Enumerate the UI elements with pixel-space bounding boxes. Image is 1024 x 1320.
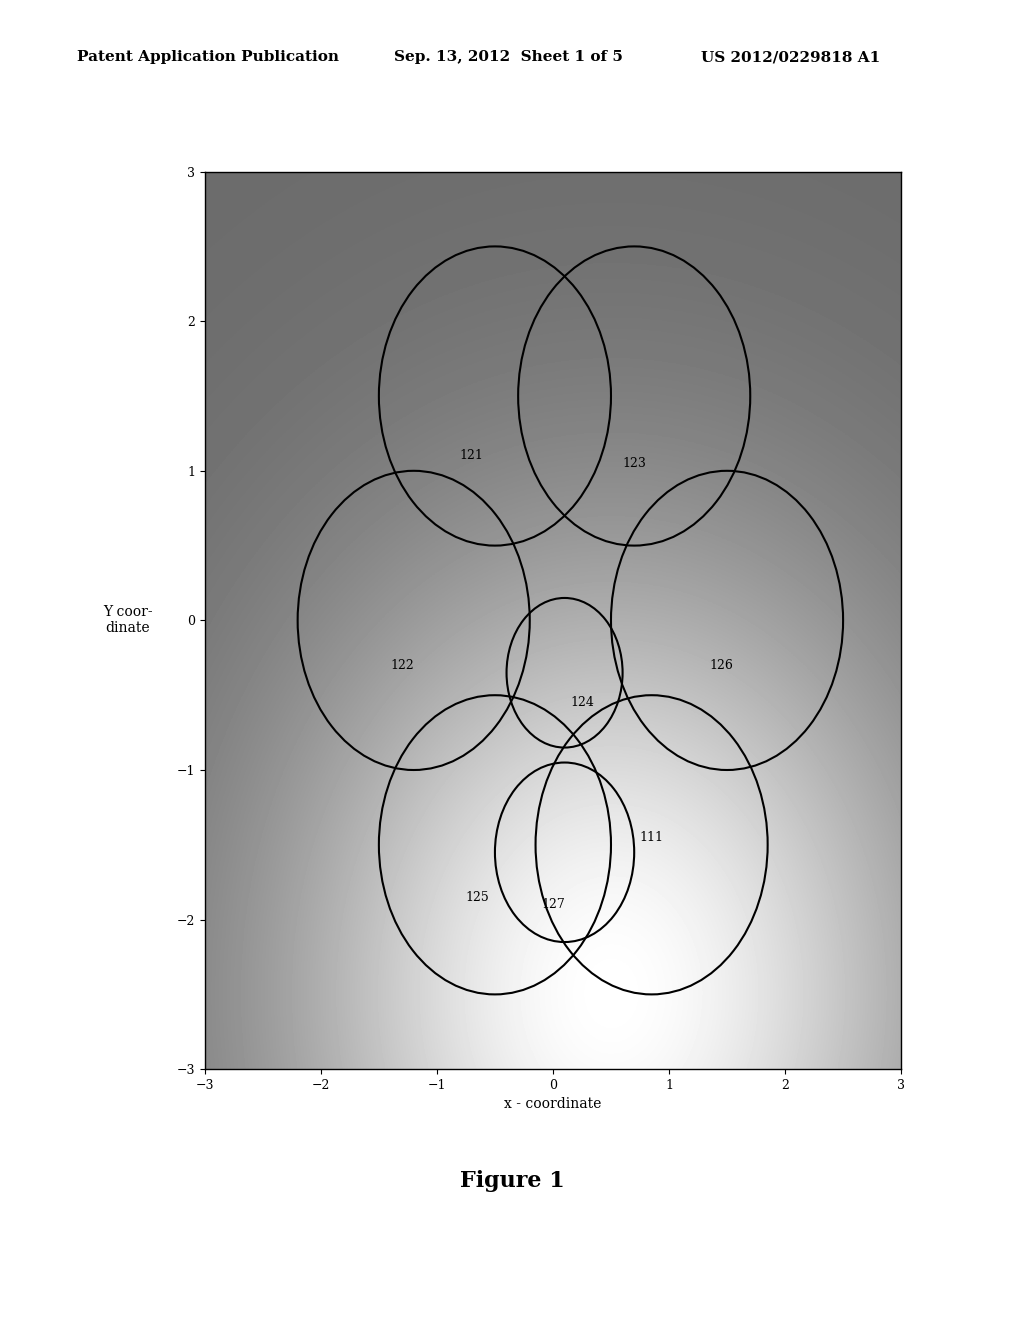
Text: US 2012/0229818 A1: US 2012/0229818 A1 (701, 50, 881, 65)
Text: Patent Application Publication: Patent Application Publication (77, 50, 339, 65)
Text: 127: 127 (541, 898, 565, 911)
Text: 111: 111 (640, 830, 664, 843)
Text: 121: 121 (460, 449, 483, 462)
Text: 124: 124 (570, 696, 594, 709)
Text: Sep. 13, 2012  Sheet 1 of 5: Sep. 13, 2012 Sheet 1 of 5 (394, 50, 624, 65)
Y-axis label: Y coor-
dinate: Y coor- dinate (103, 606, 153, 635)
Text: 125: 125 (466, 891, 489, 904)
Text: 122: 122 (390, 659, 414, 672)
Text: 123: 123 (623, 457, 646, 470)
Text: 126: 126 (710, 659, 733, 672)
X-axis label: x - coordinate: x - coordinate (504, 1097, 602, 1111)
Text: Figure 1: Figure 1 (460, 1171, 564, 1192)
